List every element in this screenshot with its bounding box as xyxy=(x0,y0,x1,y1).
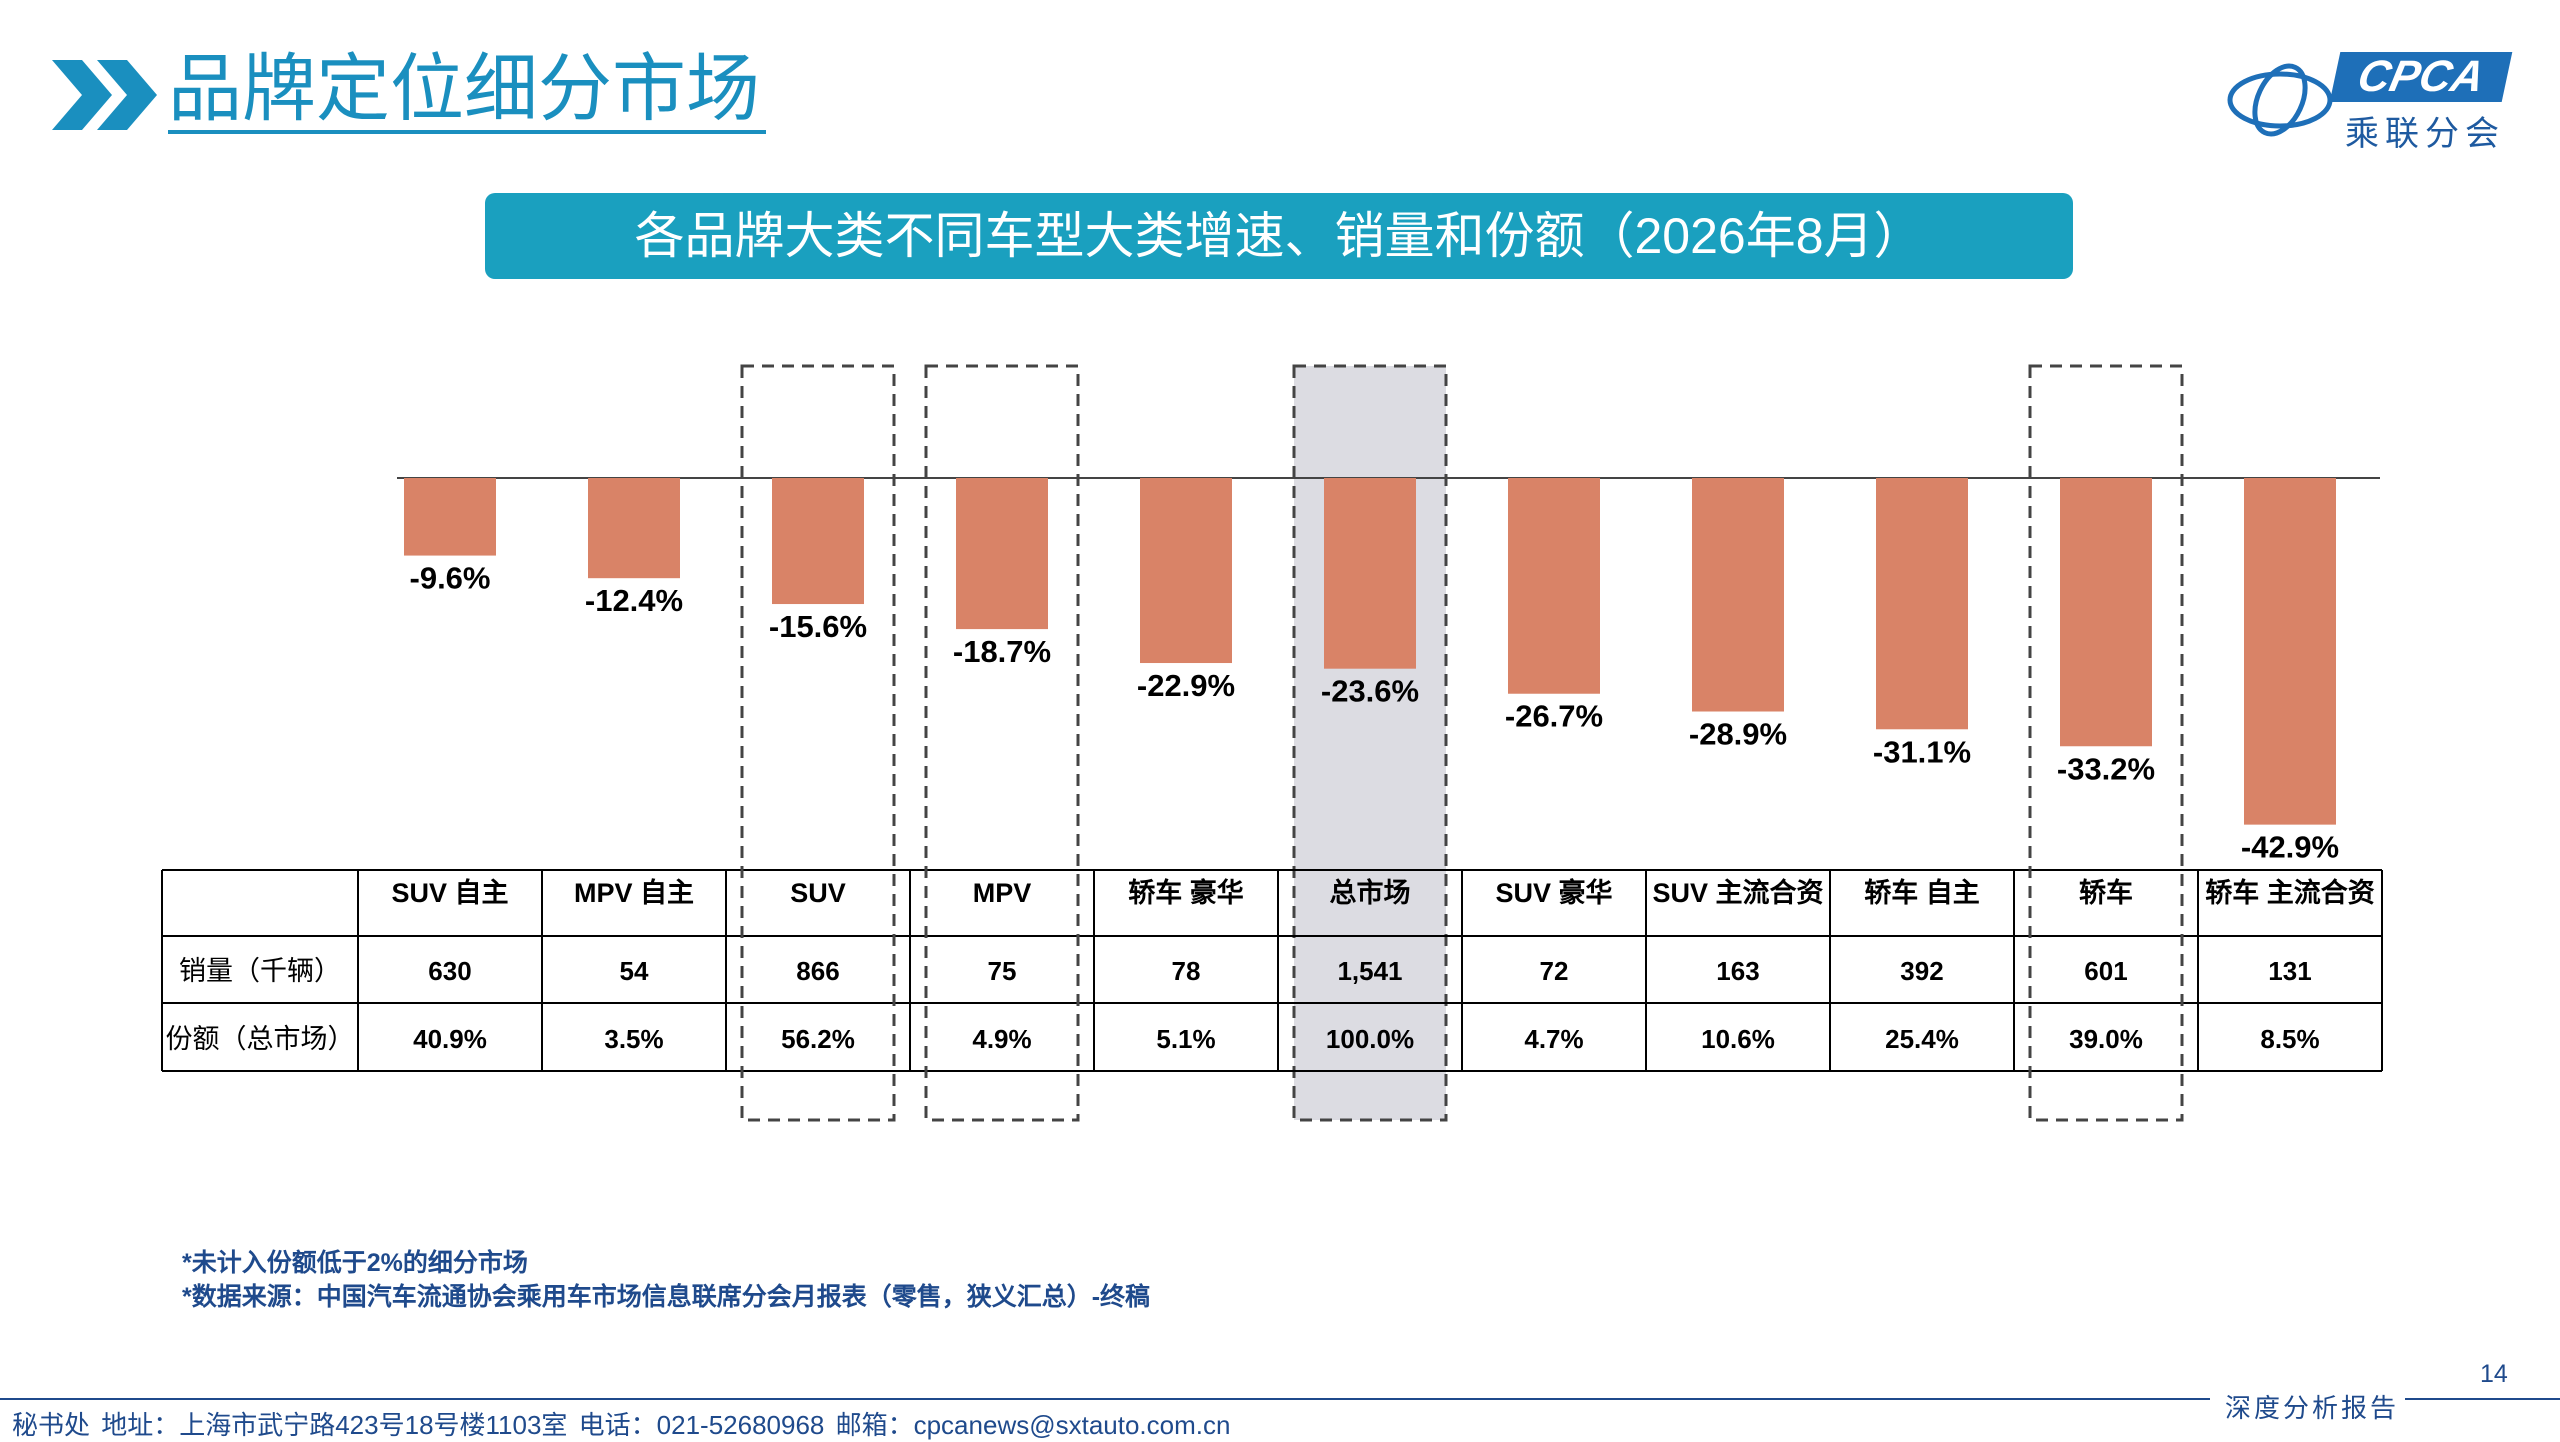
bar-value-label-5: -23.6% xyxy=(1321,674,1419,709)
table-cell-1-0: 40.9% xyxy=(413,1024,487,1054)
footer-divider xyxy=(0,1398,2210,1400)
table-header-6: SUV 豪华 xyxy=(1495,877,1612,908)
table-cell-0-7: 163 xyxy=(1716,956,1759,986)
table-cell-1-8: 25.4% xyxy=(1885,1024,1959,1054)
chevron-arrows-icon xyxy=(52,60,157,130)
table-header-4: 轿车 豪华 xyxy=(1128,877,1244,908)
table-cell-0-3: 75 xyxy=(988,956,1017,986)
table-cell-0-10: 131 xyxy=(2268,956,2311,986)
bar-value-label-7: -28.9% xyxy=(1689,717,1787,752)
table-cell-0-2: 866 xyxy=(796,956,839,986)
table-header-1: MPV 自主 xyxy=(574,877,694,908)
table-header-0: SUV 自主 xyxy=(391,877,508,908)
highlight-box-3 xyxy=(924,364,1080,1122)
bar-5 xyxy=(1324,478,1416,669)
table-cell-1-6: 4.7% xyxy=(1524,1024,1583,1054)
table-header-7: SUV 主流合资 xyxy=(1652,877,1823,908)
bar-6 xyxy=(1508,478,1600,694)
bar-value-label-6: -26.7% xyxy=(1505,699,1603,734)
highlight-box-2 xyxy=(740,364,896,1122)
bar-8 xyxy=(1876,478,1968,730)
table-cell-1-9: 39.0% xyxy=(2069,1024,2143,1054)
bar-value-label-1: -12.4% xyxy=(585,583,683,618)
table-cell-1-3: 4.9% xyxy=(972,1024,1031,1054)
table-cell-1-1: 3.5% xyxy=(604,1024,663,1054)
bar-4 xyxy=(1140,478,1232,664)
highlight-box-9 xyxy=(2028,364,2184,1122)
report-label: 深度分析报告 xyxy=(2225,1394,2400,1424)
bar-0 xyxy=(404,478,496,556)
table-cell-0-8: 392 xyxy=(1900,956,1943,986)
logo-cn-text: 乘联分会 xyxy=(2345,115,2505,153)
table-cell-0-5: 1,541 xyxy=(1337,956,1402,986)
footer-divider-right xyxy=(2405,1398,2560,1400)
footer-address: 秘书处 地址：上海市武宁路423号18号楼1103室 电话：021-526809… xyxy=(12,1410,1231,1440)
table-header-5: 总市场 xyxy=(1330,877,1411,908)
notes: *未计入份额低于2%的细分市场 *数据来源：中国汽车流通协会乘用车市场信息联席分… xyxy=(182,1246,1150,1314)
table-cell-1-5: 100.0% xyxy=(1326,1024,1414,1054)
table-row-label-0: 销量（千辆） xyxy=(179,956,341,986)
table-cell-0-1: 54 xyxy=(620,956,649,986)
bar-value-label-10: -42.9% xyxy=(2241,830,2339,865)
table-cell-1-4: 5.1% xyxy=(1156,1024,1215,1054)
table-header-10: 轿车 主流合资 xyxy=(2205,877,2375,908)
table-cell-1-2: 56.2% xyxy=(781,1024,855,1054)
bar-7 xyxy=(1692,478,1784,712)
note-share-exclusion: *未计入份额低于2%的细分市场 xyxy=(182,1249,528,1277)
table-header-9: 轿车 xyxy=(2079,877,2133,908)
page-number: 14 xyxy=(2480,1360,2508,1388)
table-cell-0-6: 72 xyxy=(1540,956,1569,986)
table-header-8: 轿车 自主 xyxy=(1864,877,1980,908)
table-cell-0-4: 78 xyxy=(1172,956,1201,986)
note-data-source: *数据来源：中国汽车流通协会乘用车市场信息联席分会月报表（零售，狭义汇总）-终稿 xyxy=(182,1283,1151,1311)
table-header-3: MPV xyxy=(973,878,1032,908)
bar-1 xyxy=(588,478,680,579)
page-title: 品牌定位细分市场 xyxy=(168,48,766,134)
bar-value-label-2: -15.6% xyxy=(769,609,867,644)
bar-9 xyxy=(2060,478,2152,747)
bar-value-label-4: -22.9% xyxy=(1137,668,1235,703)
table-cell-1-7: 10.6% xyxy=(1701,1024,1775,1054)
bar-value-label-8: -31.1% xyxy=(1873,734,1971,769)
bar-3 xyxy=(956,478,1048,630)
bar-value-label-9: -33.2% xyxy=(2057,751,2155,786)
bar-2 xyxy=(772,478,864,605)
table-row-label-1: 份额（总市场） xyxy=(166,1024,355,1054)
bar-10 xyxy=(2244,478,2336,825)
table-cell-0-9: 601 xyxy=(2084,956,2127,986)
bar-value-label-3: -18.7% xyxy=(953,634,1051,669)
chart-title-banner: 各品牌大类不同车型大类增速、销量和份额（2026年8月） xyxy=(485,193,2073,279)
bar-value-label-0: -9.6% xyxy=(410,561,491,596)
table-cell-0-0: 630 xyxy=(428,956,471,986)
table-cell-1-10: 8.5% xyxy=(2260,1024,2319,1054)
table-header-2: SUV xyxy=(790,878,846,908)
cpca-logo: CPCA 乘联分会 xyxy=(2225,52,2525,153)
